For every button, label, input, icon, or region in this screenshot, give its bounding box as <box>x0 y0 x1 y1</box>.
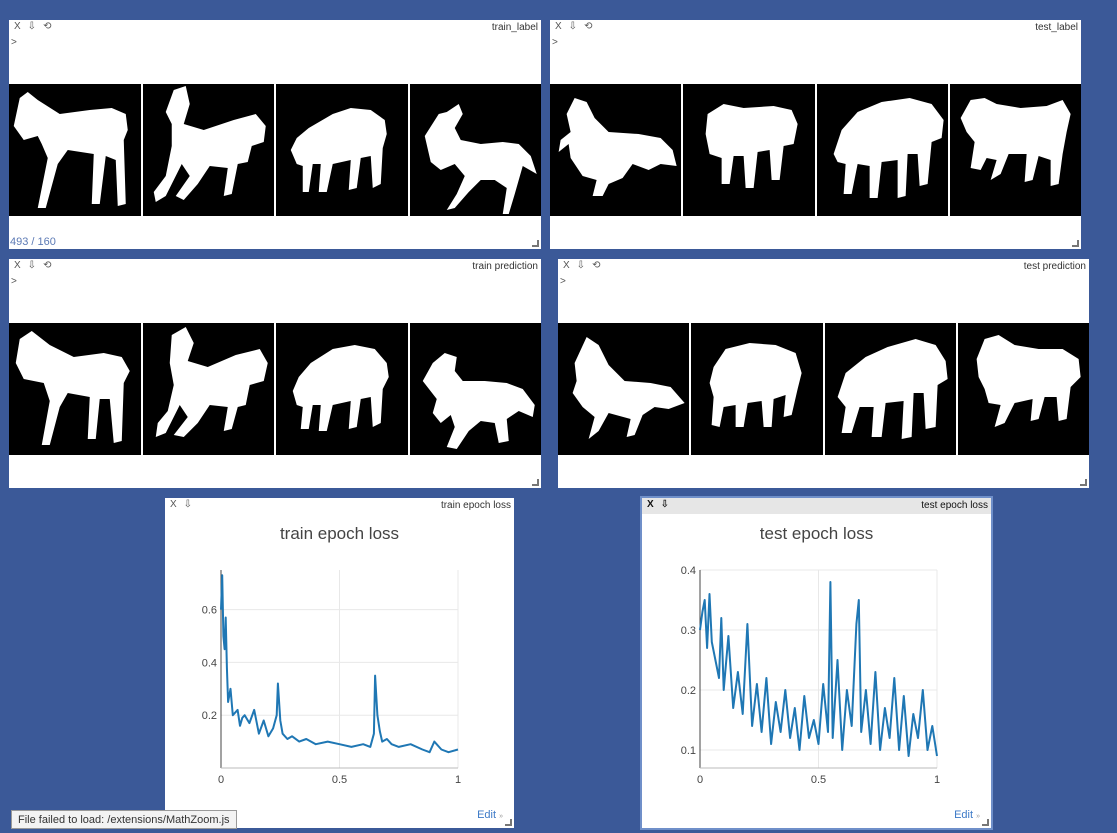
pane-prompt: > <box>11 37 17 48</box>
chart-title: test epoch loss <box>759 524 874 543</box>
y-tick-label: 0.2 <box>681 685 696 697</box>
pane-controls: X ⇩ <box>647 499 669 510</box>
train-loss-chart[interactable]: 0.2 0.4 0.6 0 0.5 1 <box>165 498 514 828</box>
loss-series-line <box>699 581 938 757</box>
horse-mask-image <box>276 84 408 216</box>
x-tick-label: 1 <box>455 774 461 786</box>
pane-prompt: > <box>560 276 566 287</box>
pane-title: train_label <box>491 22 538 33</box>
train-epoch-loss-pane: X ⇩ train epoch loss train epoch loss 0.… <box>165 498 514 828</box>
horse-mask-image <box>9 84 141 216</box>
resize-handle-icon[interactable] <box>532 479 539 486</box>
reset-icon[interactable]: ⟲ <box>592 260 601 271</box>
y-tick-label: 0.4 <box>681 565 696 577</box>
image-strip <box>558 323 1089 455</box>
pane-title: train epoch loss <box>440 500 511 511</box>
horse-mask-image <box>276 323 408 455</box>
pane-title: test_label <box>1035 22 1078 33</box>
horse-mask-image <box>550 84 682 216</box>
edit-glyph-icon: » <box>976 813 980 820</box>
horse-mask-image <box>142 84 274 216</box>
download-icon[interactable]: ⇩ <box>576 260 586 271</box>
test-loss-chart[interactable]: 0.1 0.2 0.3 0.4 0 0.5 1 <box>642 498 991 828</box>
x-tick-label: 0 <box>697 774 703 786</box>
pane-title: test prediction <box>1023 261 1086 272</box>
horse-mask-image <box>558 323 690 455</box>
pane-controls: X ⇩ <box>170 499 192 510</box>
chart-title: train epoch loss <box>279 524 400 543</box>
horse-mask-image <box>824 323 956 455</box>
edit-link[interactable]: Edit » <box>954 809 980 821</box>
image-strip <box>9 323 541 455</box>
reset-icon[interactable]: ⟲ <box>43 21 52 32</box>
edit-link[interactable]: Edit » <box>477 809 503 821</box>
pane-prompt: > <box>552 37 558 48</box>
download-icon[interactable]: ⇩ <box>183 499 193 510</box>
horse-mask-image <box>949 84 1081 216</box>
y-tick-label: 0.6 <box>202 605 217 617</box>
download-icon[interactable]: ⇩ <box>27 260 37 271</box>
close-icon[interactable]: X <box>170 499 177 510</box>
test-label-pane: X ⇩ ⟲ test_label > <box>550 20 1081 249</box>
pane-titlebar[interactable]: X ⇩ ⟲ train prediction <box>9 259 541 275</box>
y-tick-label: 0.4 <box>202 657 217 669</box>
train-label-pane: X ⇩ ⟲ train_label > 493 / 160 <box>9 20 541 249</box>
pane-titlebar[interactable]: X ⇩ ⟲ test_label <box>550 20 1081 36</box>
test-prediction-pane: X ⇩ ⟲ test prediction > <box>558 259 1089 488</box>
pane-controls: X ⇩ ⟲ <box>14 21 51 32</box>
close-icon[interactable]: X <box>563 260 570 271</box>
close-icon[interactable]: X <box>14 21 21 32</box>
horse-mask-image <box>683 84 815 216</box>
close-icon[interactable]: X <box>14 260 21 271</box>
horse-mask-image <box>9 323 141 455</box>
y-tick-label: 0.3 <box>681 625 696 637</box>
download-icon[interactable]: ⇩ <box>27 21 37 32</box>
resize-handle-icon[interactable] <box>505 819 512 826</box>
reset-icon[interactable]: ⟲ <box>584 21 593 32</box>
x-tick-label: 0.5 <box>811 774 826 786</box>
download-icon[interactable]: ⇩ <box>660 499 670 510</box>
load-error-message: File failed to load: /extensions/MathZoo… <box>11 810 237 829</box>
test-epoch-loss-pane: X ⇩ test epoch loss test epoch loss 0.1 0… <box>640 496 993 830</box>
horse-mask-image <box>957 323 1089 455</box>
resize-handle-icon[interactable] <box>1072 240 1079 247</box>
pane-titlebar[interactable]: X ⇩ ⟲ train_label <box>9 20 541 36</box>
pane-titlebar[interactable]: X ⇩ train epoch loss <box>165 498 514 514</box>
x-tick-label: 0.5 <box>332 774 347 786</box>
y-tick-label: 0.1 <box>681 745 696 757</box>
pane-titlebar[interactable]: X ⇩ ⟲ test prediction <box>558 259 1089 275</box>
train-prediction-pane: X ⇩ ⟲ train prediction > <box>9 259 541 488</box>
edit-glyph-icon: » <box>499 813 503 820</box>
resize-handle-icon[interactable] <box>1080 479 1087 486</box>
edit-label: Edit <box>477 809 497 821</box>
reset-icon[interactable]: ⟲ <box>43 260 52 271</box>
close-icon[interactable]: X <box>647 499 654 510</box>
pane-titlebar[interactable]: X ⇩ test epoch loss <box>642 498 991 514</box>
horse-mask-image <box>409 323 541 455</box>
pane-title: test epoch loss <box>921 500 988 511</box>
loss-series-line <box>220 574 459 754</box>
download-icon[interactable]: ⇩ <box>568 21 578 32</box>
pane-controls: X ⇩ ⟲ <box>555 21 592 32</box>
horse-mask-image <box>691 323 823 455</box>
edit-label: Edit <box>954 809 974 821</box>
horse-mask-image <box>409 84 541 216</box>
horse-mask-image <box>816 84 948 216</box>
image-strip <box>550 84 1081 216</box>
pane-controls: X ⇩ ⟲ <box>563 260 600 271</box>
pane-controls: X ⇩ ⟲ <box>14 260 51 271</box>
pane-prompt: > <box>11 276 17 287</box>
close-icon[interactable]: X <box>555 21 562 32</box>
horse-mask-image <box>142 323 274 455</box>
resize-handle-icon[interactable] <box>532 240 539 247</box>
step-counter: 493 / 160 <box>10 236 56 248</box>
pane-title: train prediction <box>472 261 538 272</box>
x-tick-label: 0 <box>218 774 224 786</box>
image-strip <box>9 84 541 216</box>
x-tick-label: 1 <box>934 774 940 786</box>
resize-handle-icon[interactable] <box>982 819 989 826</box>
y-tick-label: 0.2 <box>202 710 217 722</box>
